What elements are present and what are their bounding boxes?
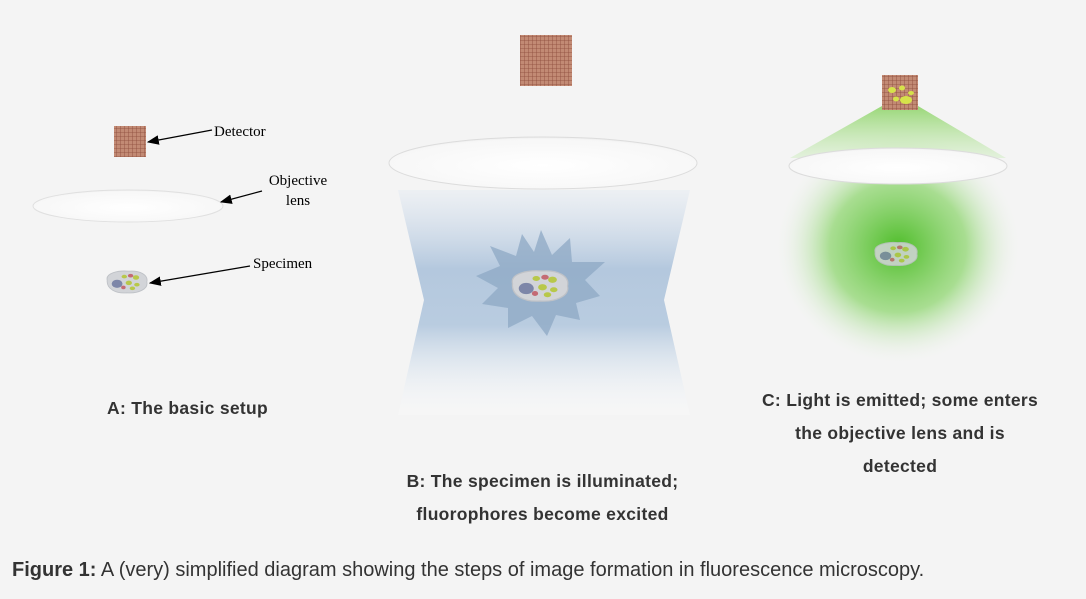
objective-lens — [388, 136, 698, 190]
figure-caption-label: Figure 1: — [12, 559, 97, 581]
specimen-cell — [511, 270, 569, 302]
specimen-cell — [874, 241, 918, 266]
label-detector: Detector — [214, 124, 266, 140]
caption-c: C: Light is emitted; some enters the obj… — [730, 384, 1070, 483]
label-specimen: Specimen — [253, 256, 313, 272]
detector-icon — [520, 35, 572, 86]
figure-caption-text: A (very) simplified diagram showing the … — [96, 559, 925, 581]
detector-arrow — [146, 129, 213, 145]
caption-c-line2: the objective lens and is — [795, 423, 1005, 443]
panel-a: Detector Objective lens Specimen — [32, 124, 328, 294]
caption-b: B: The specimen is illuminated; fluoroph… — [370, 465, 715, 531]
panel-b — [388, 35, 698, 415]
caption-c-line1: C: Light is emitted; some enters — [761, 390, 1039, 410]
objective-lens — [32, 189, 224, 223]
detected-image — [888, 85, 914, 104]
caption-b-line1: B: The specimen is illuminated; — [406, 471, 679, 491]
detector-icon — [114, 126, 146, 157]
specimen-cell — [106, 270, 148, 294]
emission-cone — [790, 106, 1006, 158]
caption-c-line3: detected — [862, 456, 938, 476]
specimen-arrow — [148, 265, 251, 286]
panel-c — [774, 75, 1022, 370]
lens-arrow — [219, 190, 263, 204]
caption-b-line2: fluorophores become excited — [416, 504, 669, 524]
fluorescence-diagram: Detector Objective lens Specimen — [32, 35, 1022, 415]
label-objective: Objective — [269, 173, 328, 189]
objective-lens — [788, 147, 1008, 185]
caption-a: A: The basic setup — [107, 398, 268, 418]
figure-caption: Figure 1: A (very) simplified diagram sh… — [12, 559, 924, 582]
label-lens: lens — [286, 193, 310, 209]
